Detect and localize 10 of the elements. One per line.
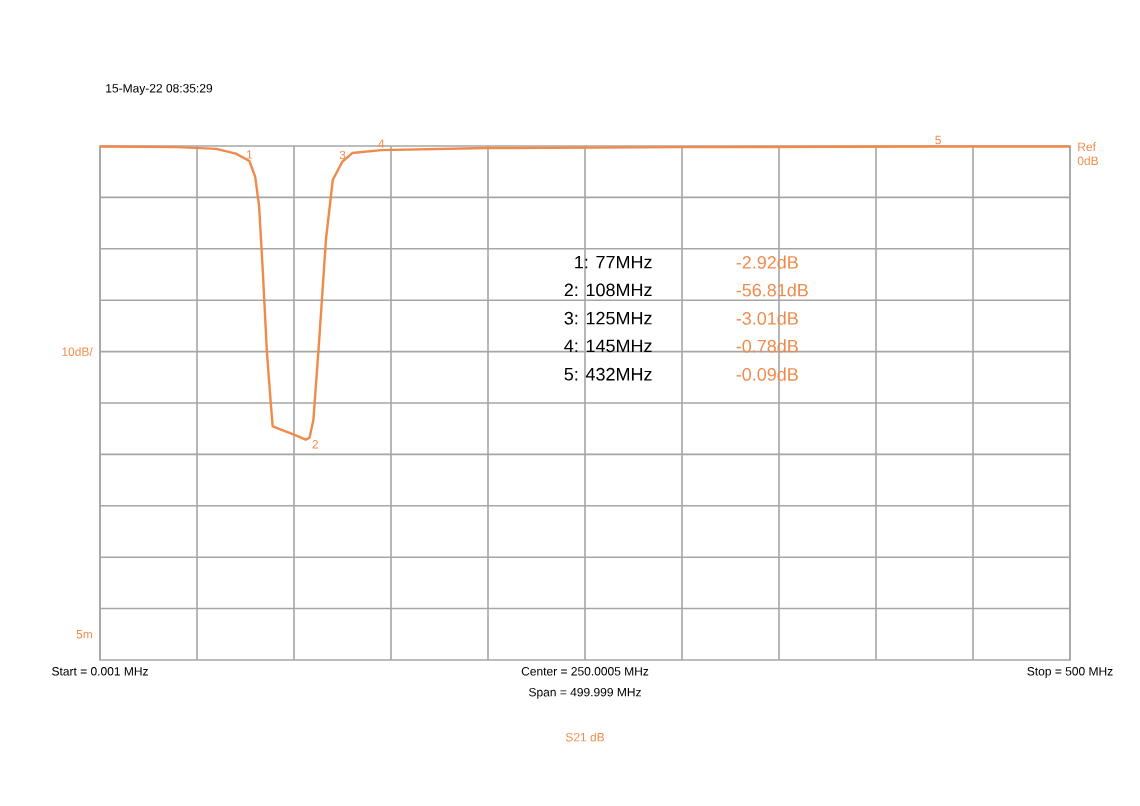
annotation: 4: 145MHz — [564, 339, 652, 353]
annotation: -56.81dB — [736, 283, 808, 297]
annotation: 3: 125MHz — [564, 311, 652, 325]
annotation: -3.01dB — [736, 311, 798, 325]
annotation: 5: 432MHz — [564, 367, 652, 381]
annotation: -2.92dB — [736, 255, 798, 269]
annotation: -0.78dB — [736, 339, 798, 353]
annotation: 2: 108MHz — [564, 283, 652, 297]
annotation: 1: 77MHz — [575, 255, 652, 269]
annotation: -0.09dB — [736, 367, 798, 381]
